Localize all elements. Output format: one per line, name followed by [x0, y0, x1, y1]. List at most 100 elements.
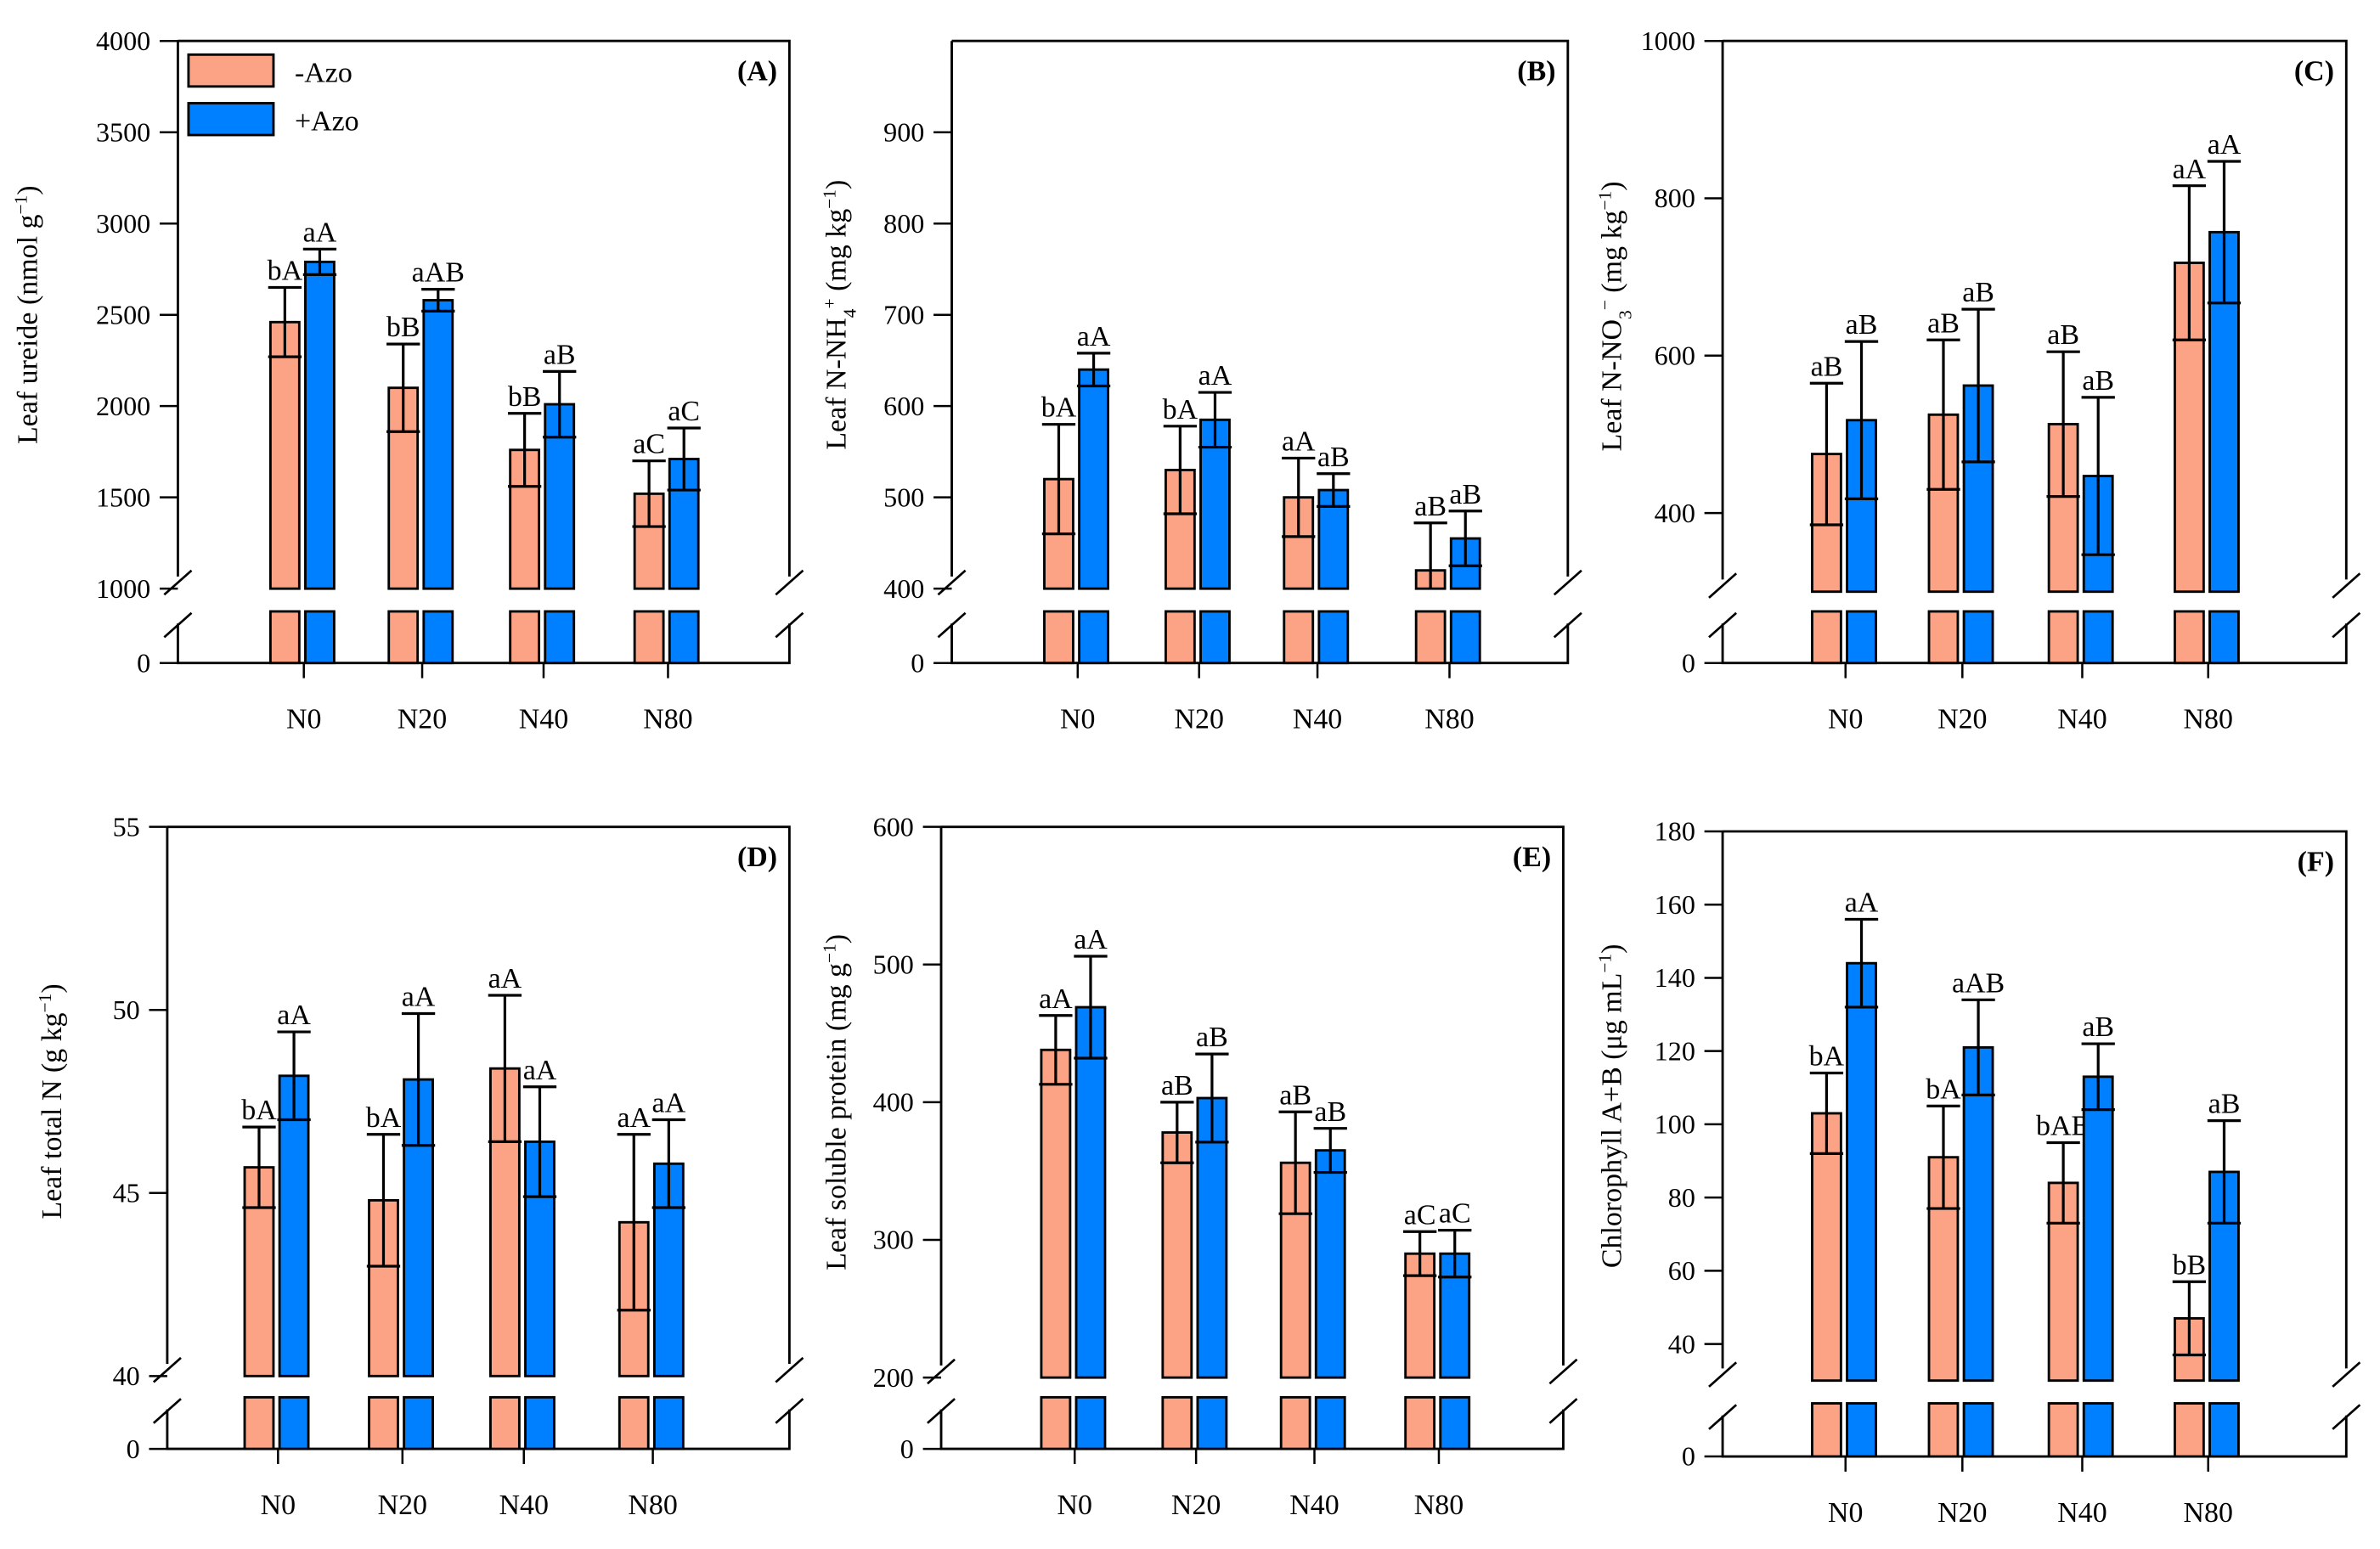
- significance-letter: aC: [1439, 1198, 1471, 1230]
- x-tick-label: N80: [1414, 1490, 1464, 1521]
- y-axis-label-part: ): [821, 934, 852, 943]
- bar-plus-azo: [1846, 961, 1877, 1383]
- y-axis-label-part: −1: [35, 994, 55, 1013]
- bar-plus-azo-lower: [278, 1395, 310, 1450]
- bar-plus-azo-lower: [652, 1395, 685, 1450]
- axis-break-mark: [1548, 1398, 1578, 1424]
- bar-minus-azo-lower: [1161, 1395, 1193, 1450]
- significance-letter: aB: [2082, 365, 2114, 397]
- axis-frame: [166, 825, 791, 1450]
- significance-letter: bB: [386, 312, 420, 343]
- x-tick-label: N40: [519, 704, 568, 735]
- significance-letter: bA: [268, 256, 303, 287]
- significance-letter: aA: [1198, 360, 1232, 391]
- significance-letter: aC: [668, 396, 700, 427]
- significance-letter: aA: [1845, 887, 1879, 919]
- axis-frame: [939, 825, 1565, 1450]
- y-tick-label: 600: [873, 811, 914, 842]
- significance-letter: aB: [1846, 309, 1878, 341]
- y-axis-label: Leaf ureide (nmol g−1): [10, 185, 43, 444]
- y-tick-label: 300: [873, 1225, 914, 1255]
- y-tick-label-zero: 0: [1682, 647, 1695, 678]
- y-tick-label: 600: [883, 391, 924, 421]
- bar-minus-azo-lower: [1811, 1402, 1842, 1458]
- significance-letter: aC: [1404, 1199, 1436, 1231]
- y-axis-label-part: −1: [10, 195, 31, 215]
- axis-break-mark: [775, 611, 804, 639]
- significance-letter: bB: [508, 381, 542, 413]
- bar-plus-azo-lower: [1199, 610, 1231, 665]
- y-axis-label-part: ): [821, 180, 852, 189]
- significance-letter: aA: [2173, 154, 2207, 185]
- significance-letter: aAB: [1952, 967, 2005, 999]
- panel-a: 1000 1500 2000 2500 3000 3500 4000 0 Leaf ureide…: [10, 25, 804, 735]
- y-tick-label: 40: [113, 1360, 140, 1391]
- bar-minus-azo: [1283, 496, 1315, 590]
- bar-plus-azo-lower: [403, 1395, 434, 1450]
- y-tick-label-zero: 0: [911, 647, 924, 678]
- y-tick-label: 1500: [96, 482, 150, 512]
- significance-letter: aA: [1039, 983, 1073, 1015]
- axis-break-mark: [2332, 1361, 2361, 1388]
- significance-letter: aB: [1414, 491, 1447, 522]
- significance-letter: aB: [1811, 351, 1843, 382]
- bar-minus-azo-lower: [1040, 1395, 1072, 1450]
- significance-letter: aB: [544, 339, 576, 370]
- legend-label: +Azo: [295, 106, 359, 138]
- y-tick-label-zero: 0: [127, 1434, 140, 1464]
- y-axis-label-part: −1: [1594, 191, 1615, 211]
- x-tick-label: N40: [2057, 704, 2106, 735]
- significance-letter: aB: [1927, 307, 1960, 339]
- bar-minus-azo-lower: [618, 1395, 650, 1450]
- bar-plus-azo-lower: [1314, 1395, 1346, 1450]
- x-tick-label: N20: [1937, 1497, 1987, 1529]
- y-axis-label-part: (mg kg: [1596, 211, 1627, 301]
- y-tick-label-zero: 0: [1682, 1441, 1695, 1472]
- significance-letter: aB: [2047, 319, 2079, 351]
- y-tick-label: 4000: [96, 25, 150, 56]
- y-axis-label: Leaf N-NH4+ (mg kg−1): [819, 180, 860, 450]
- y-axis-label-part: ): [37, 983, 68, 993]
- bar-minus-azo-lower: [1811, 610, 1842, 665]
- bar-minus-azo: [1040, 1048, 1072, 1379]
- axis-break-mark: [937, 611, 967, 639]
- significance-letter: aB: [1279, 1079, 1311, 1111]
- bar-plus-azo-lower: [668, 610, 700, 665]
- significance-letter: bA: [241, 1095, 277, 1126]
- significance-letter: aB: [2208, 1089, 2241, 1120]
- bar-minus-azo: [1404, 1252, 1436, 1379]
- y-tick-label: 400: [883, 573, 924, 604]
- significance-letter: aB: [1962, 277, 1994, 308]
- bar-minus-azo-lower: [1164, 610, 1196, 665]
- bar-plus-azo-lower: [1078, 610, 1109, 665]
- x-tick-label: N80: [643, 704, 692, 735]
- bar-minus-azo-lower: [2173, 1402, 2205, 1458]
- bar-plus-azo-lower: [2082, 1402, 2114, 1458]
- bar-minus-azo-lower: [509, 610, 541, 665]
- significance-letter: aA: [617, 1102, 651, 1134]
- y-tick-label: 140: [1655, 962, 1695, 993]
- y-tick-label: 3000: [96, 208, 150, 239]
- x-tick-label: N80: [2184, 704, 2233, 735]
- bar-minus-azo: [268, 320, 301, 590]
- y-tick-label: 45: [113, 1177, 140, 1208]
- bar-plus-azo-lower: [1846, 1402, 1877, 1458]
- x-tick-label: N0: [1060, 704, 1095, 735]
- y-tick-label: 500: [873, 949, 914, 979]
- panel-label: (E): [1513, 842, 1551, 873]
- significance-letter: aB: [1196, 1022, 1228, 1053]
- y-tick-label: 55: [113, 811, 140, 842]
- y-axis-label-part: 4: [839, 308, 860, 318]
- significance-letter: aA: [303, 217, 337, 248]
- panel-label: (A): [737, 56, 777, 87]
- bar-minus-azo-lower: [243, 1395, 275, 1450]
- bar-plus-azo: [1078, 368, 1109, 590]
- bar-minus-azo-lower: [1043, 610, 1074, 665]
- y-axis-label-part: 3: [1615, 310, 1635, 319]
- significance-letter: aA: [523, 1055, 557, 1086]
- bar-plus-azo-lower: [1962, 610, 1994, 665]
- axis-break-mark: [927, 1358, 956, 1385]
- y-tick-label: 700: [883, 299, 924, 330]
- y-axis-label-part: −1: [819, 189, 839, 209]
- bar-plus-azo-lower: [1846, 610, 1877, 665]
